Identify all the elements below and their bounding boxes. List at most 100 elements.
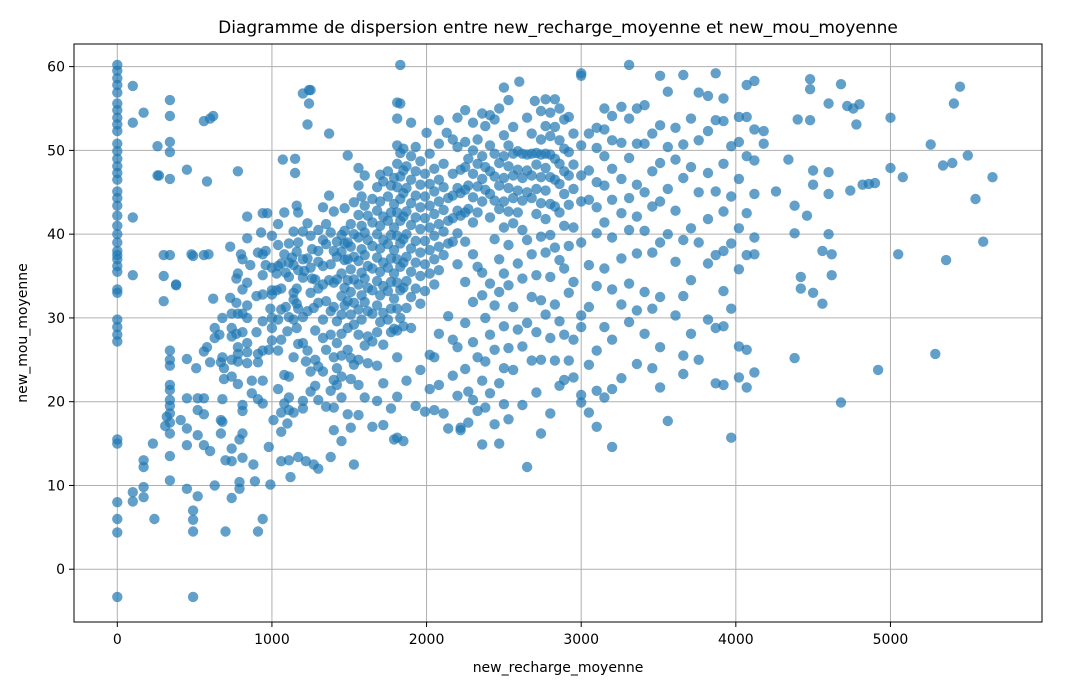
scatter-point — [718, 115, 729, 127]
scatter-point — [147, 438, 159, 449]
scatter-point — [568, 276, 579, 288]
scatter-point — [452, 342, 463, 353]
scatter-point — [438, 408, 449, 419]
scatter-point — [265, 303, 276, 314]
scatter-point — [670, 154, 681, 165]
scatter-point — [463, 203, 474, 215]
scatter-point — [631, 179, 643, 190]
scatter-point — [718, 158, 729, 169]
scatter-point — [405, 198, 417, 209]
scatter-point — [127, 80, 138, 92]
scatter-point — [401, 275, 412, 287]
scatter-point — [467, 249, 479, 260]
scatter-point — [405, 243, 417, 254]
scatter-point — [415, 202, 426, 213]
scatter-point — [477, 108, 488, 119]
scatter-point — [804, 74, 816, 85]
scatter-point — [164, 94, 176, 106]
scatter-point — [438, 158, 449, 169]
scatter-point — [685, 328, 697, 339]
x-tick-label: 2000 — [409, 632, 445, 648]
scatter-point — [313, 224, 324, 236]
scatter-point — [283, 238, 295, 249]
scatter-point — [685, 161, 697, 173]
scatter-point — [498, 222, 510, 233]
scatter-point — [801, 210, 813, 221]
scatter-point — [854, 99, 865, 110]
scatter-point — [328, 402, 339, 413]
scatter-point — [623, 316, 635, 328]
scatter-point — [382, 166, 394, 177]
scatter-point — [164, 249, 176, 261]
scatter-point — [276, 334, 287, 345]
scatter-point — [494, 378, 505, 389]
scatter-point — [606, 110, 618, 122]
scatter-point — [415, 223, 426, 235]
scatter-point — [367, 193, 378, 205]
scatter-point — [237, 428, 248, 439]
x-axis-label: new_recharge_moyenne — [473, 660, 644, 676]
scatter-point — [382, 285, 394, 297]
scatter-point — [297, 337, 309, 349]
scatter-point — [320, 296, 332, 307]
scatter-point — [498, 130, 510, 141]
scatter-point — [257, 513, 268, 525]
scatter-point — [591, 202, 602, 213]
scatter-point — [342, 150, 353, 161]
scatter-point — [232, 268, 244, 279]
scatter-point — [112, 210, 123, 221]
scatter-point — [217, 312, 228, 324]
scatter-point — [282, 418, 293, 429]
scatter-point — [535, 428, 547, 439]
scatter-point — [388, 222, 400, 233]
scatter-point — [367, 217, 378, 228]
scatter-point — [678, 69, 689, 81]
scatter-point — [127, 496, 138, 507]
scatter-point — [438, 182, 449, 193]
scatter-point — [266, 322, 278, 334]
scatter-point — [477, 267, 488, 278]
scatter-point — [616, 137, 627, 148]
scatter-point — [336, 268, 347, 279]
scatter-point — [606, 163, 618, 174]
scatter-point — [302, 345, 313, 356]
scatter-point — [415, 270, 426, 282]
scatter-point — [323, 128, 335, 139]
scatter-point — [367, 285, 378, 296]
scatter-point — [392, 391, 403, 402]
scatter-point — [339, 225, 350, 236]
scatter-point — [447, 236, 458, 247]
scatter-point — [489, 234, 500, 245]
scatter-point — [639, 187, 650, 198]
scatter-point — [647, 128, 658, 139]
scatter-point — [494, 180, 505, 191]
scatter-point — [353, 329, 364, 340]
scatter-point — [419, 285, 431, 297]
scatter-point — [217, 394, 228, 405]
scatter-point — [388, 268, 400, 279]
scatter-point — [192, 430, 203, 441]
scatter-point — [670, 256, 681, 267]
scatter-point — [962, 150, 973, 161]
scatter-point — [433, 379, 445, 391]
scatter-point — [325, 227, 336, 238]
scatter-point — [647, 201, 658, 212]
scatter-point — [293, 303, 304, 314]
scatter-point — [823, 98, 834, 109]
scatter-point — [382, 191, 394, 202]
scatter-point — [371, 300, 383, 311]
scatter-point — [438, 204, 449, 216]
scatter-point — [336, 371, 347, 382]
scatter-point — [749, 249, 760, 260]
scatter-point — [248, 459, 259, 470]
scatter-point — [749, 155, 760, 166]
scatter-point — [606, 284, 618, 295]
scatter-point — [463, 386, 474, 397]
scatter-point — [277, 154, 288, 165]
scatter-point — [127, 487, 138, 498]
scatter-point — [710, 186, 721, 197]
scatter-point — [285, 471, 296, 483]
scatter-point — [320, 239, 332, 250]
scatter-point — [937, 160, 949, 171]
scatter-point — [460, 276, 471, 288]
